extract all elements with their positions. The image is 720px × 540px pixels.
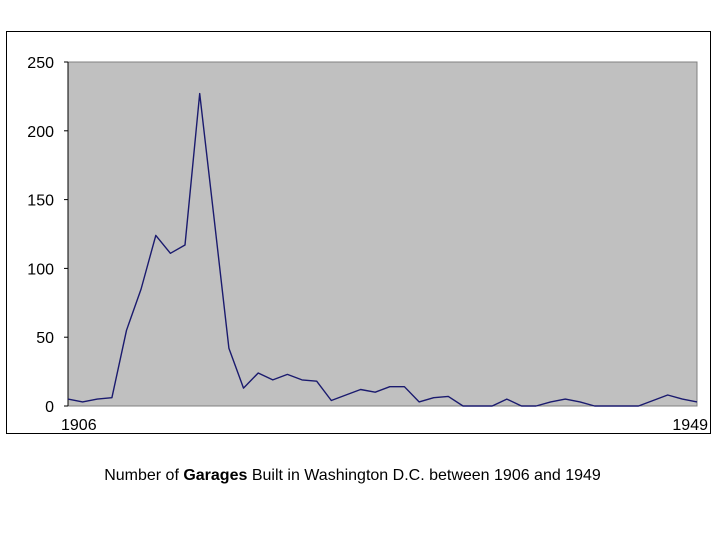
caption-prefix: Number of xyxy=(104,467,184,484)
y-tick-label: 50 xyxy=(36,330,54,347)
x-end-label: 1949 xyxy=(672,417,708,434)
line-chart: 0 50 100 150 200 250 1906 1949 xyxy=(27,55,708,434)
chart-caption: Number of Garages Built in Washington D.… xyxy=(0,467,705,485)
plot-area xyxy=(67,61,698,407)
x-start-label: 1906 xyxy=(61,417,97,434)
y-tick-label: 200 xyxy=(27,124,54,141)
y-tick-label: 150 xyxy=(27,193,54,210)
chart-frame: 0 50 100 150 200 250 1906 1949 xyxy=(6,31,711,434)
caption-bold: Garages xyxy=(183,467,248,484)
y-tick-label: 250 xyxy=(27,55,54,72)
y-tick-label: 0 xyxy=(45,399,54,416)
y-tick-label: 100 xyxy=(27,261,54,278)
caption-suffix: Built in Washington D.C. between 1906 an… xyxy=(247,467,601,484)
series-line xyxy=(67,92,698,407)
